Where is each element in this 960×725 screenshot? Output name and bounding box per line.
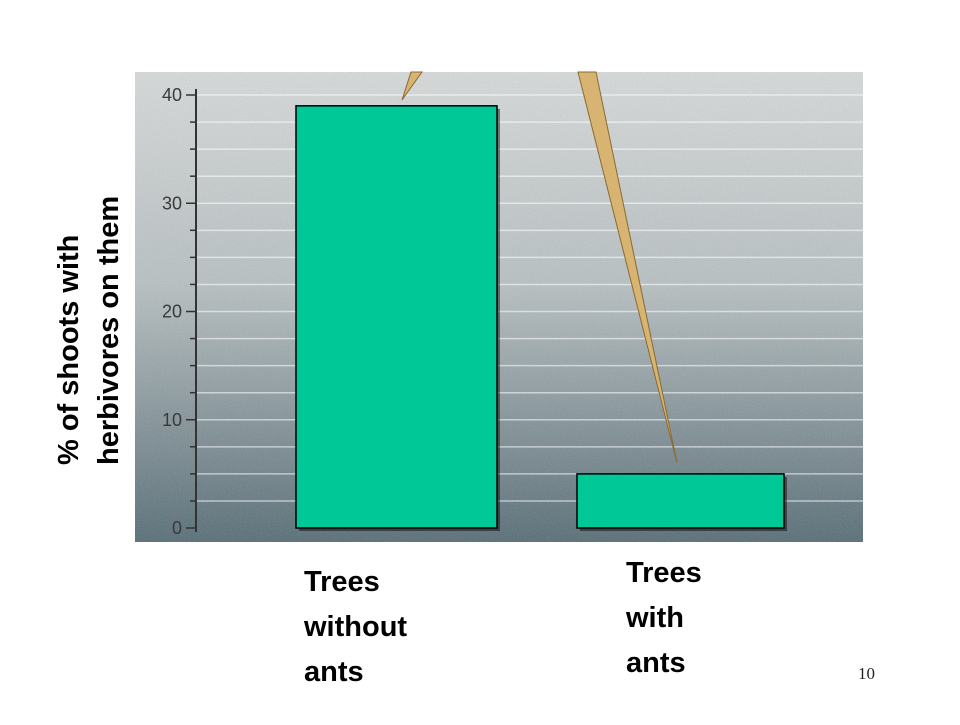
- bar-trees-with-ants: [576, 473, 785, 529]
- category-label-line: Trees: [626, 557, 702, 589]
- y-axis-label: % of shoots with herbivores on them: [53, 196, 125, 465]
- category-label-line: with: [626, 602, 684, 634]
- y-tick-label: 40: [162, 85, 182, 105]
- category-label-trees-without-ants: Trees without ants: [304, 560, 407, 695]
- pointer-needle-left: [401, 71, 423, 101]
- category-label-line: ants: [626, 647, 686, 679]
- category-label-trees-with-ants: Trees with ants: [626, 551, 702, 686]
- category-label-line: ants: [304, 656, 364, 688]
- plot-texture: [135, 72, 863, 542]
- category-label-line: Trees: [304, 566, 380, 598]
- pointer-needle-right: [577, 71, 678, 464]
- y-tick-label: 0: [172, 518, 182, 538]
- slide-number: 10: [858, 664, 875, 683]
- y-tick-label: 30: [162, 193, 182, 213]
- y-tick-label: 10: [162, 410, 182, 430]
- category-label-line: without: [304, 611, 408, 643]
- y-axis-label-line-1: % of shoots with: [53, 235, 85, 465]
- y-tick-label: 20: [162, 302, 182, 322]
- y-axis-label-line-2: herbivores on them: [93, 196, 125, 465]
- bar-trees-without-ants: [295, 105, 498, 529]
